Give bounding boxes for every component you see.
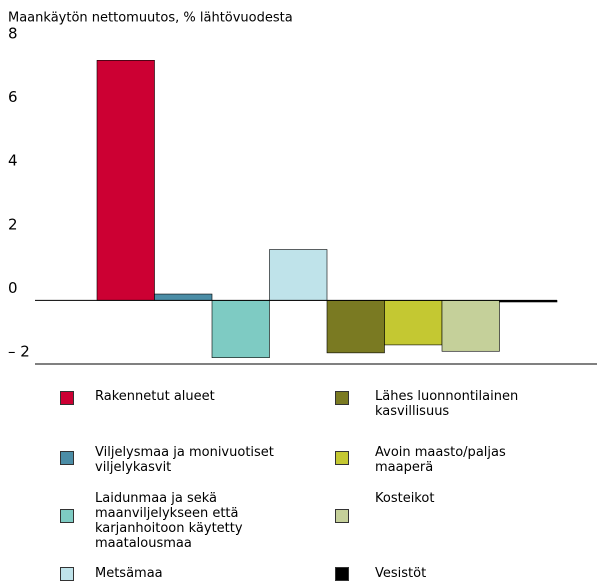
legend-label: Rakennetut alueet [95, 389, 215, 404]
legend-label: Laidunmaa ja sekä maanviljelykseen että … [95, 491, 243, 551]
y-tick-label: 4 [8, 152, 18, 170]
y-tick-label: 8 [8, 25, 18, 43]
legend-label: Viljelysmaa ja monivuotiset viljelykasvi… [95, 445, 274, 475]
legend-swatch [335, 391, 349, 405]
bar [384, 300, 443, 346]
bar [211, 300, 270, 358]
legend-swatch [335, 451, 349, 465]
legend-swatch [60, 451, 74, 465]
legend-label: Lähes luonnontilainen kasvillisuus [375, 389, 519, 419]
legend-label: Kosteikot [375, 491, 435, 506]
legend-swatch [335, 567, 349, 581]
legend-swatch [60, 509, 74, 523]
legend-label: Vesistöt [375, 566, 427, 581]
y-tick-label: – 2 [8, 343, 30, 361]
bar [154, 293, 213, 301]
y-tick-label: 0 [8, 279, 18, 297]
legend-label: Avoin maasto/paljas maaperä [375, 445, 506, 475]
legend-swatch [60, 391, 74, 405]
bar [326, 300, 385, 354]
bar [96, 60, 155, 301]
legend-swatch [335, 509, 349, 523]
chart-title: Maankäytön nettomuutos, % lähtövuodesta [8, 11, 293, 26]
bar [441, 300, 500, 352]
bar [269, 249, 328, 301]
y-tick-label: 2 [8, 215, 18, 233]
legend-label: Metsämaa [95, 566, 163, 581]
y-tick-label: 6 [8, 88, 18, 106]
legend-swatch [60, 567, 74, 581]
chart: Maankäytön nettomuutos, % lähtövuodesta … [8, 11, 597, 365]
